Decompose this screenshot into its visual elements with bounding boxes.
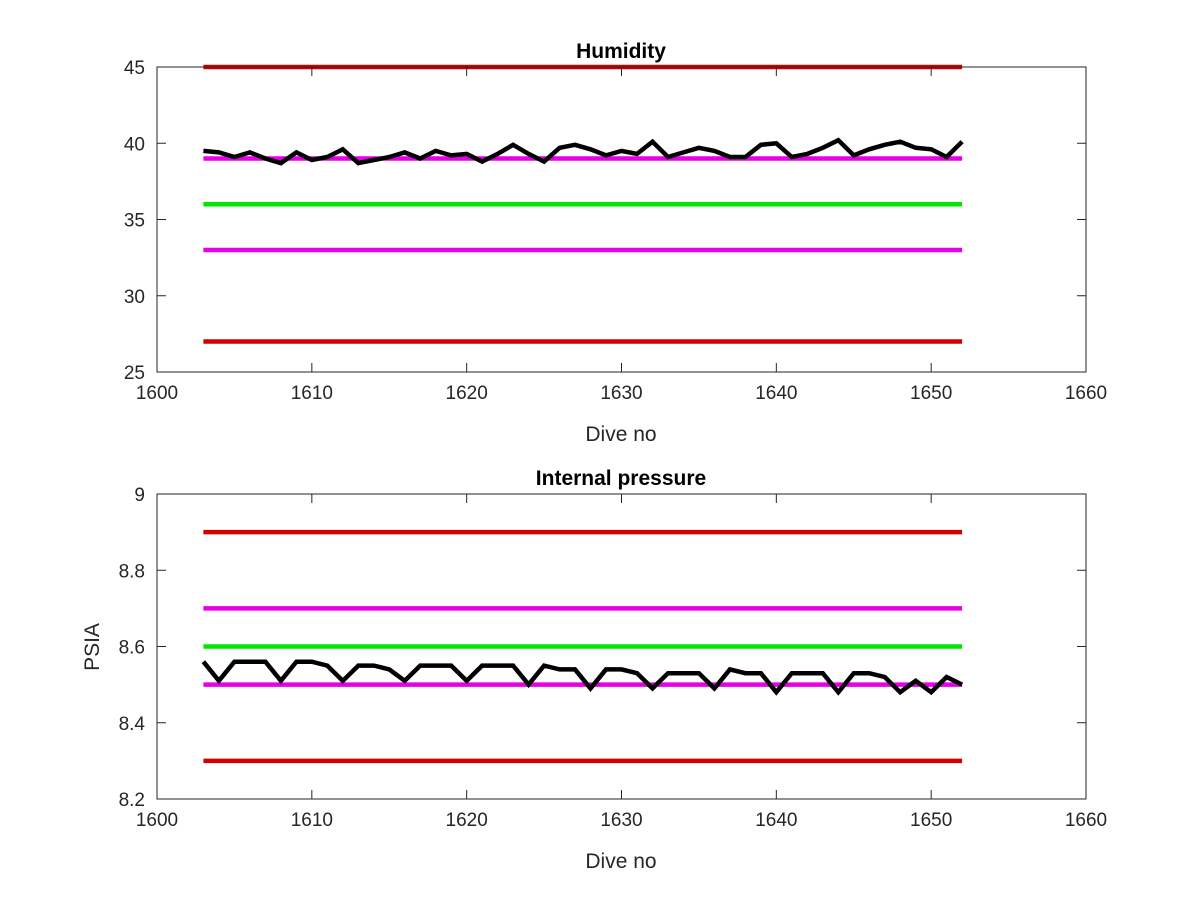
humidity-y-tick-label: 25 <box>124 363 145 384</box>
internal-pressure-x-tick-label: 1600 <box>136 810 178 831</box>
humidity-x-tick-label: 1640 <box>755 383 797 404</box>
internal-pressure-plot-area: 1600 1610 1620 1630 1640 1650 1660 8.2 8.4 8.6 8.8… <box>119 485 1108 831</box>
humidity-x-tick-label: 1630 <box>600 383 642 404</box>
humidity-plot-area: 1600 1610 1620 1630 1640 1650 1660 25 30 35 40 45 <box>124 58 1107 404</box>
internal-pressure-x-tick-label: 1620 <box>446 810 488 831</box>
internal-pressure-y-axis-label: PSIA <box>81 623 104 671</box>
internal-pressure-y-tick-label: 8.6 <box>119 638 145 659</box>
internal-pressure-y-tick-label: 9 <box>134 485 145 506</box>
internal-pressure-x-tick-label: 1640 <box>755 810 797 831</box>
humidity-x-tick-label: 1660 <box>1065 383 1107 404</box>
humidity-chart-title: Humidity <box>576 40 666 63</box>
humidity-y-tick-label: 30 <box>124 287 145 308</box>
humidity-x-tick-label: 1600 <box>136 383 178 404</box>
internal-pressure-x-tick-label: 1610 <box>291 810 333 831</box>
humidity-y-tick-label: 40 <box>124 134 145 155</box>
humidity-y-tick-label: 45 <box>124 58 145 79</box>
humidity-x-tick-label: 1650 <box>910 383 952 404</box>
internal-pressure-chart: 1600 1610 1620 1630 1640 1650 1660 8.2 8.4 8.6 8.8… <box>81 467 1107 873</box>
internal-pressure-x-tick-label: 1630 <box>600 810 642 831</box>
humidity-chart: 1600 1610 1620 1630 1640 1650 1660 25 30 35 40 45 H… <box>124 40 1107 446</box>
internal-pressure-chart-title: Internal pressure <box>536 467 706 490</box>
internal-pressure-measurement-line <box>201 659 964 696</box>
internal-pressure-y-tick-label: 8.2 <box>119 790 145 811</box>
humidity-measurement-line <box>203 137 964 166</box>
internal-pressure-y-tick-label: 8.4 <box>119 714 146 735</box>
internal-pressure-x-tick-label: 1650 <box>910 810 952 831</box>
humidity-y-tick-label: 35 <box>124 211 145 232</box>
internal-pressure-x-tick-label: 1660 <box>1065 810 1107 831</box>
internal-pressure-x-axis-label: Dive no <box>585 850 656 873</box>
humidity-x-axis-label: Dive no <box>585 423 656 446</box>
humidity-x-tick-label: 1620 <box>446 383 488 404</box>
humidity-x-tick-label: 1610 <box>291 383 333 404</box>
internal-pressure-y-tick-label: 8.8 <box>119 561 145 582</box>
